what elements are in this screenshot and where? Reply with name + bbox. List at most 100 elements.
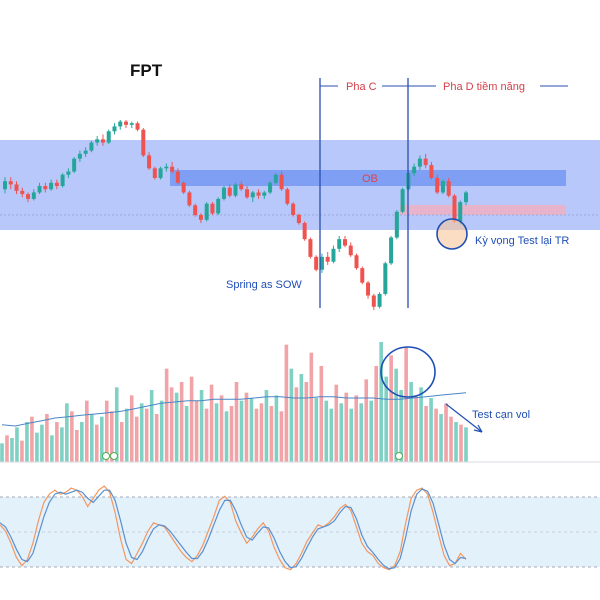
candle-body (440, 181, 445, 193)
candle-body (273, 174, 278, 183)
volume-bar (219, 395, 224, 462)
candle (135, 121, 140, 132)
candle-body (181, 182, 186, 193)
spring-label: Spring as SOW (226, 279, 302, 291)
volume-bar (344, 392, 349, 462)
candle (54, 179, 59, 190)
volume-bar (204, 408, 209, 462)
volume-bar (144, 408, 149, 462)
volume-bar (25, 422, 29, 462)
candle-body (83, 150, 88, 154)
candle (268, 181, 273, 195)
candle (291, 202, 296, 217)
volume-bar (164, 368, 169, 462)
candle-body (31, 192, 36, 199)
candle-body (60, 174, 65, 187)
volume-bar (55, 422, 59, 462)
volume-bar (314, 398, 319, 462)
candle (89, 140, 94, 153)
candle (371, 293, 376, 310)
volume-bar (449, 416, 453, 462)
volume-bar (414, 395, 418, 462)
candle-body (135, 123, 140, 130)
candle-body (193, 205, 198, 215)
candle (417, 155, 422, 170)
candle (273, 173, 278, 185)
candle (360, 266, 365, 285)
volume-bar (254, 408, 259, 462)
volume-bar (259, 403, 264, 462)
candle-body (112, 126, 117, 132)
candle-body (256, 192, 261, 196)
candle (204, 202, 209, 222)
candle-body (245, 189, 250, 198)
volume-bar (40, 424, 44, 462)
candle (348, 242, 353, 257)
volume-bar (244, 392, 249, 462)
test-tr-circle (436, 218, 468, 250)
ob-label: OB (362, 173, 378, 185)
candle (452, 194, 457, 224)
volume-bar (169, 387, 174, 462)
candle (60, 173, 65, 188)
event-marker-e1 (110, 452, 118, 460)
volume-bar (184, 406, 189, 462)
volume-bar (75, 430, 79, 462)
candle (124, 120, 129, 129)
candle (435, 174, 440, 195)
candle-body (389, 237, 394, 264)
candle (245, 186, 250, 199)
candle-body (337, 239, 342, 249)
candle-body (77, 153, 82, 159)
candle-body (342, 239, 347, 246)
candle (83, 147, 88, 158)
volume-bar (394, 368, 398, 462)
candle (49, 179, 54, 191)
candle (377, 292, 382, 309)
volume-bar (424, 406, 428, 462)
volume-bar (399, 390, 403, 462)
candle-body (279, 174, 284, 190)
candle (193, 203, 198, 217)
volume-bar (279, 411, 284, 462)
candle-body (239, 184, 244, 190)
candle (285, 187, 290, 206)
candle-body (72, 158, 77, 172)
volume-bar (90, 414, 94, 462)
candle (440, 179, 445, 195)
candle-body (26, 194, 31, 199)
price-panel: FPT Pha C Pha D tiềm năng OB Spring as S… (0, 61, 600, 310)
volume-bar (119, 422, 124, 462)
candle-body (216, 198, 221, 214)
candle-body (319, 256, 324, 270)
candle-body (210, 203, 215, 214)
volume-bar (199, 390, 204, 462)
volume-bar (134, 416, 139, 462)
test-vol-arrow (445, 403, 483, 433)
volume-bar (454, 422, 458, 462)
candle (314, 255, 319, 272)
candle-body (100, 139, 105, 143)
candle (3, 177, 7, 194)
volume-bar (384, 376, 388, 462)
candle-body (285, 189, 290, 204)
candle-body (106, 131, 111, 143)
candle-body (164, 166, 169, 169)
candle-body (417, 158, 422, 167)
volume-bar (364, 379, 369, 462)
phase-c-label-bg (338, 80, 382, 93)
candle-body (20, 190, 25, 195)
candle (262, 190, 267, 199)
candle (325, 252, 330, 265)
candle-body (170, 166, 175, 172)
candle (118, 120, 123, 130)
candle (400, 187, 405, 214)
candle (383, 261, 388, 296)
volume-bar (15, 427, 19, 462)
volume-bar (124, 408, 129, 462)
candle (302, 221, 307, 241)
volume-bar (139, 403, 144, 462)
candle (464, 190, 468, 206)
volume-bar (334, 384, 339, 462)
candle (37, 182, 42, 195)
